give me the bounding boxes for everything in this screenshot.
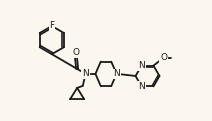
Text: N: N (138, 61, 145, 70)
Text: N: N (138, 82, 145, 91)
Text: O: O (160, 53, 167, 62)
Text: N: N (113, 69, 120, 78)
Text: F: F (49, 21, 54, 30)
Text: O: O (72, 48, 79, 57)
Text: N: N (82, 69, 89, 78)
